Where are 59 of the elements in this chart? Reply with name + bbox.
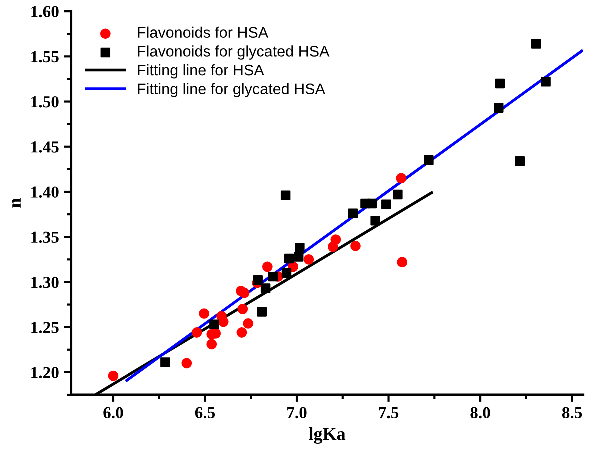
point <box>253 276 263 286</box>
point <box>348 208 358 219</box>
y-tick-label: 1.35 <box>32 232 59 244</box>
point <box>243 318 254 329</box>
point <box>350 240 361 252</box>
point <box>495 78 506 89</box>
point <box>260 284 271 294</box>
point <box>282 268 292 278</box>
point <box>396 173 407 184</box>
y-tick-label: 1.55 <box>32 51 59 63</box>
point <box>367 198 378 209</box>
point <box>284 254 294 264</box>
point <box>295 243 305 253</box>
point <box>238 304 248 314</box>
x-tick-label: 7.5 <box>379 407 399 419</box>
legend-label: Flavonoids for HSA <box>138 26 269 38</box>
y-tick-label: 1.40 <box>32 186 59 198</box>
point <box>424 156 434 166</box>
point <box>531 39 542 49</box>
x-tick-label: 6.5 <box>195 407 216 419</box>
point <box>210 320 220 330</box>
point <box>280 190 291 200</box>
point <box>294 252 304 262</box>
y-tick-label: 1.50 <box>32 96 59 108</box>
point <box>236 328 248 338</box>
x-tick-label: 7.0 <box>288 407 307 419</box>
x-tick-label: 6.0 <box>104 407 124 419</box>
point <box>199 308 210 319</box>
point <box>541 77 551 87</box>
point <box>192 328 202 338</box>
y-axis-title: n <box>12 198 21 208</box>
y-tick-label: 1.20 <box>32 367 59 378</box>
point <box>160 358 170 368</box>
x-tick-label: 8.0 <box>470 407 490 419</box>
x-axis-title: lgKa <box>309 427 346 444</box>
point <box>239 288 250 298</box>
point <box>304 254 314 265</box>
point <box>382 200 392 210</box>
point <box>268 272 278 282</box>
x-tick-label: 8.5 <box>562 407 582 419</box>
point <box>206 339 218 350</box>
legend-label: Fitting line for HSA <box>138 64 264 79</box>
legend-label: Flavonoids for glycated HSA <box>138 46 330 60</box>
point <box>515 156 526 166</box>
point <box>330 234 342 246</box>
point <box>108 370 119 382</box>
y-tick-label: 1.25 <box>32 322 59 334</box>
legend-label: Fitting line for glycated HSA <box>138 83 326 98</box>
point <box>257 307 268 317</box>
y-tick-label: 1.45 <box>32 142 59 153</box>
point <box>393 190 403 200</box>
point <box>218 316 229 328</box>
point <box>494 103 504 113</box>
y-tick-label: 1.60 <box>32 6 59 18</box>
point <box>397 257 408 268</box>
y-tick-label: 1.30 <box>32 276 59 288</box>
point <box>262 262 273 272</box>
point <box>182 358 192 369</box>
point <box>370 216 380 226</box>
